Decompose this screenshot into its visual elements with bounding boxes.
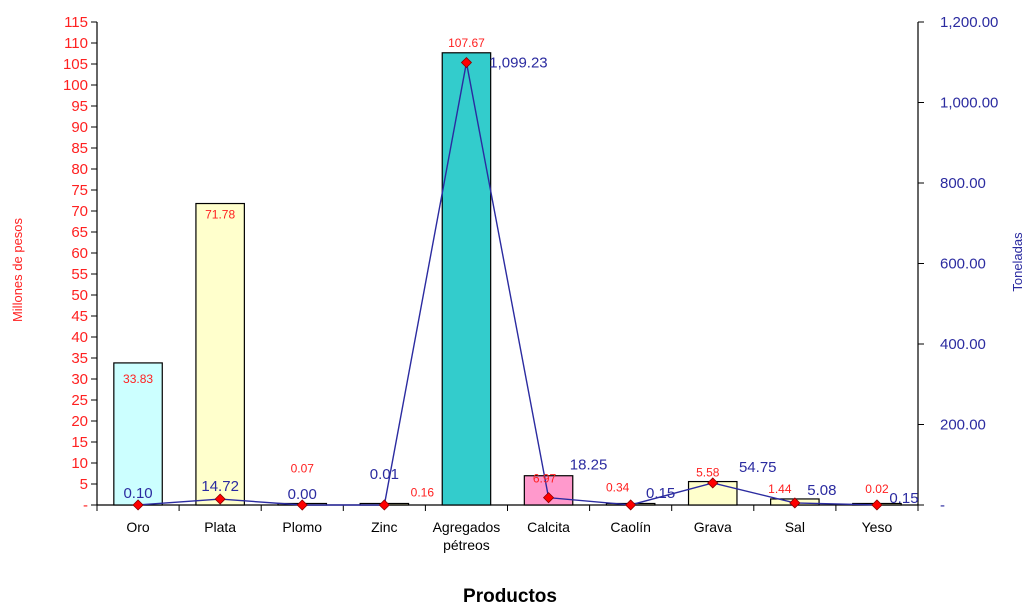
y-left-tick-label: 115: [64, 14, 88, 31]
bar-value-label: 0.16: [411, 485, 435, 499]
y-left-tick-label: 90: [71, 119, 88, 136]
x-tick-label: Calcita: [527, 519, 570, 535]
line-point: [707, 477, 719, 489]
line-point: [625, 499, 637, 511]
x-tick-label: Agregados: [433, 519, 501, 535]
bar: [441, 52, 492, 506]
bar-value-label: 0.02: [865, 482, 889, 496]
labels-layer: 33.83 71.78 0.07 0.16 107.67 6.97 0.34 5.58 1.44…: [123, 36, 919, 507]
y-right-tick-label: 800.00: [940, 175, 986, 192]
x-tick-label: Plomo: [282, 519, 322, 535]
y-left-tick-label: 20: [71, 413, 88, 430]
line-value-label: 54.75: [739, 459, 777, 476]
y-left-tick-label: 70: [71, 203, 88, 220]
y-left-tick-label: 15: [71, 434, 88, 451]
y-left-tick-label: 75: [71, 182, 88, 199]
y-right-tick-label: 1,200.00: [940, 14, 998, 31]
x-tick-label: Zinc: [371, 519, 397, 535]
y-left-tick-label: 10: [71, 455, 88, 472]
y-left-tick-label: 80: [71, 161, 88, 178]
y-left-tick-label: 35: [71, 350, 88, 367]
bar-value-label: 1.44: [768, 482, 792, 496]
y-left-tick-label: 55: [71, 266, 88, 283]
x-tick-label: Oro: [126, 519, 150, 535]
y-left-tick-label: -: [83, 497, 88, 514]
toneladas-line: [137, 62, 877, 506]
y-left-tick-label: 30: [71, 371, 88, 388]
y-left-tick-label: 40: [71, 329, 88, 346]
y-left-tick-label: 45: [71, 308, 88, 325]
y-right-tick-label: 400.00: [940, 336, 986, 353]
y-right-tick-label: 1,000.00: [940, 95, 998, 112]
line-value-label: 0.15: [889, 490, 918, 507]
bar: [195, 202, 245, 506]
y-left-tick-label: 65: [71, 224, 88, 241]
bar-value-label: 0.07: [291, 462, 315, 476]
line-value-label: 1,099.23: [489, 55, 547, 72]
line-point: [296, 499, 308, 511]
x-tick-label: Grava: [694, 519, 732, 535]
bar-value-label: 107.67: [448, 36, 485, 50]
bar-value-label: 5.58: [696, 466, 720, 480]
line-value-label: 5.08: [807, 482, 836, 499]
line-point: [378, 499, 390, 511]
line-point: [789, 497, 801, 509]
y-left-tick-label: 110: [64, 35, 88, 52]
line-value-label: 18.25: [570, 457, 608, 474]
line-value-label: 0.10: [123, 485, 152, 502]
bar-value-label: 33.83: [123, 372, 153, 386]
line-layer: [132, 56, 883, 511]
line-point: [871, 499, 883, 511]
bar-value-label: 0.34: [606, 481, 630, 495]
line-point: [542, 492, 555, 504]
x-tick-label: pétreos: [443, 537, 490, 553]
y-right-tick-label: 200.00: [940, 417, 986, 434]
line-value-label: 0.15: [646, 485, 675, 502]
line-value-label: 0.01: [370, 466, 399, 483]
line-value-label: 0.00: [288, 486, 317, 503]
x-axis-title: Productos: [463, 586, 557, 607]
x-tick-label: Plata: [204, 519, 236, 535]
y-left-tick-label: 5: [80, 476, 88, 493]
axes-layer: - 5 10 15 20 25 30 35 40 45 50 55 60 65 70 75 80 85 90 95 10…: [63, 14, 998, 553]
bar-value-label: 71.78: [205, 208, 235, 222]
bar-value-label: 6.97: [533, 472, 557, 486]
line-point: [460, 56, 473, 69]
y-left-tick-label: 95: [71, 98, 88, 115]
y-left-tick-label: 60: [71, 245, 88, 262]
line-point: [132, 499, 144, 511]
y-left-tick-label: 50: [71, 287, 88, 304]
y-axis-right-title: Toneladas: [1010, 232, 1025, 292]
y-left-tick-label: 85: [71, 140, 88, 157]
y-right-tick-label: -: [940, 497, 945, 514]
x-tick-label: Yeso: [862, 519, 893, 535]
y-left-tick-label: 25: [71, 392, 88, 409]
y-axis-left-title: Millones de pesos: [10, 217, 25, 322]
y-left-tick-label: 100: [63, 77, 88, 94]
line-value-label: 14.72: [201, 478, 239, 495]
y-left-tick-label: 105: [63, 56, 88, 73]
line-point: [214, 493, 226, 505]
x-tick-label: Caolín: [610, 519, 650, 535]
x-tick-label: Sal: [785, 519, 805, 535]
y-right-tick-label: 600.00: [940, 256, 986, 273]
